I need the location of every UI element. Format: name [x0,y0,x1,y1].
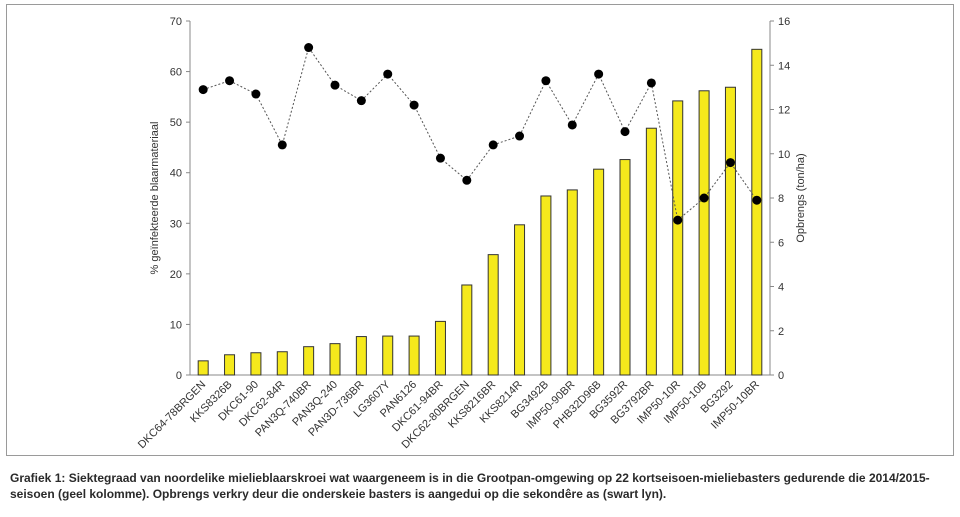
yield-point [383,69,393,79]
yield-point [620,127,630,137]
yield-point [462,175,472,185]
bar [250,352,262,376]
yield-point [725,158,735,168]
yield-point [646,78,656,88]
y-tick-label: 10 [170,319,182,331]
yield-point [435,153,445,163]
left-axis-ticks: 0 10 20 30 40 50 60 70 [170,16,190,382]
yield-point [304,43,314,53]
yield-point [225,76,235,86]
bar [382,335,394,376]
right-axis-ticks: 0 2 4 6 8 10 12 14 16 [770,16,790,382]
y2-tick-label: 2 [778,326,784,338]
line-series [198,43,762,225]
y2-tick-label: 6 [778,237,784,249]
bar [672,100,684,376]
bar [724,86,736,376]
bar [566,189,578,376]
yield-point [699,193,709,203]
yield-point [515,131,525,141]
yield-point [673,215,683,225]
bar [197,360,209,376]
bar [487,254,499,376]
bar [329,343,341,376]
y-tick-label: 30 [170,218,182,230]
y-tick-label: 50 [170,117,182,129]
combo-chart: 0 10 20 30 40 50 60 70 0 2 4 6 8 10 12 14 16 DKC64-78BR… [136,16,807,451]
y-tick-label: 40 [170,168,182,180]
yield-point [277,140,287,150]
yield-point [198,85,208,95]
yield-point [251,89,261,99]
y-axis-title: % geïnfekteerde blaarmateriaal [149,122,161,275]
y-tick-label: 70 [170,16,182,28]
y-tick-label: 20 [170,269,182,281]
bar [276,351,288,376]
figure-caption: Grafiek 1: Siektegraad van noordelike mi… [10,471,930,501]
yield-line [203,46,758,222]
y2-tick-label: 10 [778,149,790,161]
x-axis-labels: DKC64-78BRGENKKS8326BDKC61-90DKC62-84RPA… [136,378,762,451]
bar [540,195,552,376]
y-tick-label: 0 [176,370,182,382]
bar [408,335,420,376]
yield-point [752,195,762,205]
y2-tick-label: 0 [778,370,784,382]
bar [434,320,446,376]
figure-frame [6,4,954,456]
bar [698,90,710,376]
bar [355,336,367,376]
bar [303,346,315,376]
bar [645,127,657,376]
yield-point [409,100,419,110]
bar [461,284,473,376]
bar [593,168,605,376]
y2-tick-label: 16 [778,16,790,28]
y2-tick-label: 14 [778,60,790,72]
yield-point [541,76,551,86]
bar [224,354,236,376]
yield-point [356,96,366,106]
y-tick-label: 60 [170,67,182,79]
bar [619,159,631,376]
bar [514,224,526,376]
y2-tick-label: 4 [778,282,784,294]
y2-tick-label: 12 [778,105,790,117]
y2-tick-label: 8 [778,193,784,205]
bar [751,48,763,376]
yield-point [594,69,604,79]
yield-point [567,120,577,130]
y2-axis-title: Opbrengs (ton/ha) [795,153,807,242]
yield-point [330,80,340,90]
yield-point [488,140,498,150]
bar-series [197,48,763,376]
